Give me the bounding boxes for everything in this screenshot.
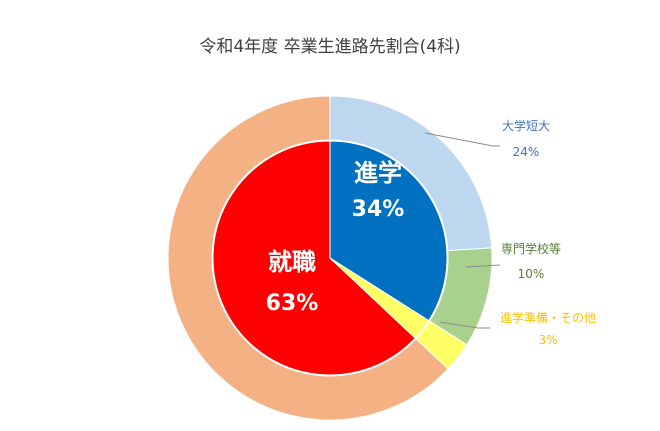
slice-labels: 進学 34% 就職 63% 大学短大 24% 専門学校等 10% 進学準備・その他 3% <box>266 118 596 347</box>
leader-lines <box>424 132 501 329</box>
leader-line-1 <box>465 264 501 268</box>
outer-label-2: 進学準備・その他 <box>500 310 596 325</box>
outer-ring <box>167 95 493 421</box>
outer-value-0: 24% <box>513 145 540 159</box>
outer-label-0: 大学短大 <box>502 118 550 133</box>
outer-label-1: 専門学校等 <box>501 241 561 256</box>
chart-title: 令和4年度 卒業生進路先割合(4科) <box>199 37 460 57</box>
inner-slice-0 <box>329 140 448 322</box>
outer-value-2: 3% <box>538 333 557 347</box>
leader-line-2 <box>439 321 490 329</box>
inner-value-0: 34% <box>352 197 405 222</box>
leader-line-0 <box>424 132 500 147</box>
inner-value-1: 63% <box>266 291 319 316</box>
inner-pie <box>212 140 448 376</box>
inner-slice-2 <box>329 257 430 339</box>
inner-label-0: 進学 <box>354 159 402 187</box>
outer-slice-3 <box>167 95 449 421</box>
inner-slice-1 <box>212 140 416 376</box>
inner-label-1: 就職 <box>268 248 316 276</box>
outer-value-1: 10% <box>518 267 545 281</box>
